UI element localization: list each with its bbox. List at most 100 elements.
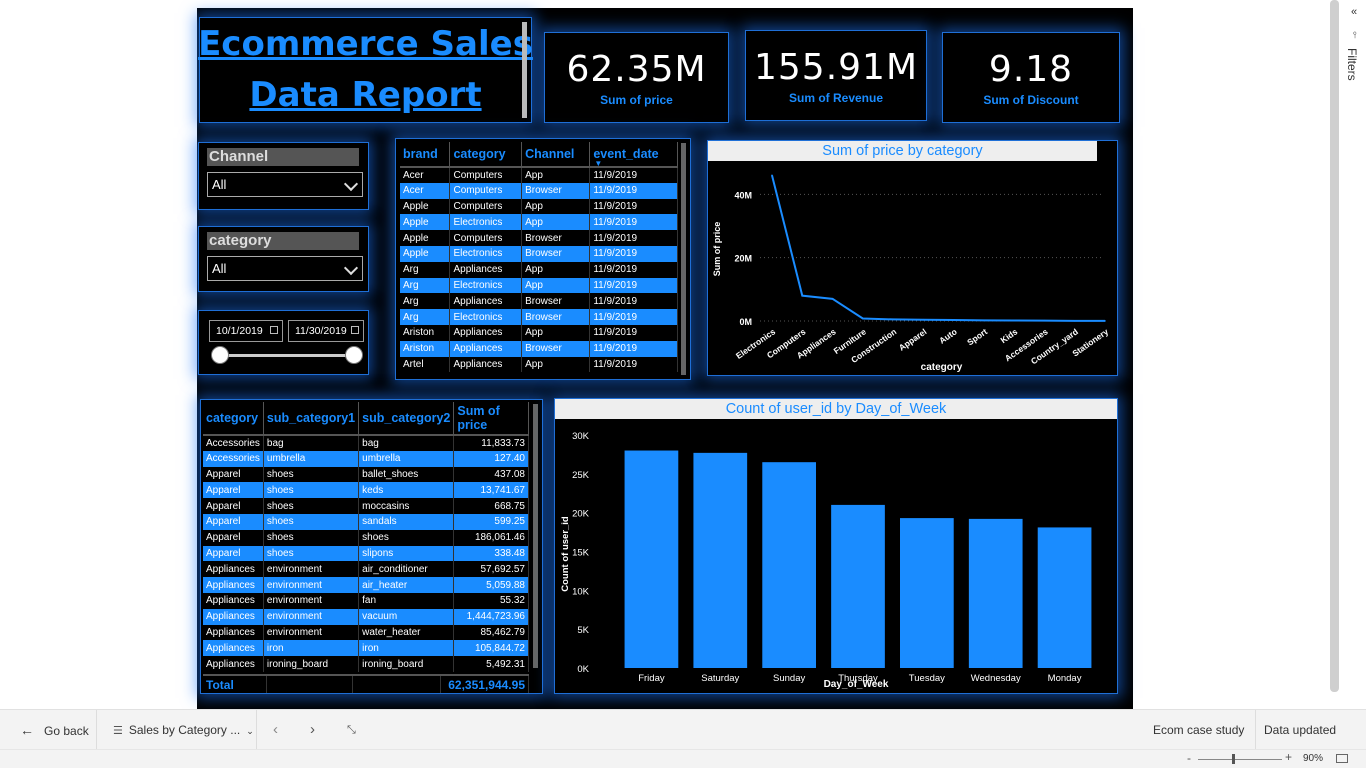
column-header-sum-price[interactable]: Sum of price: [453, 402, 529, 436]
filters-pane-label[interactable]: Filters: [1345, 48, 1359, 81]
x-tick-label: Thursday: [838, 673, 878, 684]
table-cell: Arg: [400, 309, 451, 325]
table-cell: Computers: [449, 198, 523, 215]
x-tick-label: Wednesday: [971, 673, 1021, 684]
table-row[interactable]: Acer Computers Browser 11/9/2019: [400, 182, 678, 199]
table-cell: Apparel: [203, 529, 264, 546]
table-row[interactable]: Apparel shoes ballet_shoes 437.08: [203, 466, 529, 483]
table-row[interactable]: Apparel shoes shoes 186,061.46: [203, 529, 529, 546]
kpi-card-price[interactable]: 62.35M Sum of price: [544, 32, 729, 123]
table-cell: 599.25: [453, 513, 529, 530]
table-row[interactable]: Acer Computers App 11/9/2019: [400, 167, 678, 183]
fullscreen-exit-icon[interactable]: ⤡: [347, 724, 356, 736]
y-axis-title: Count of user_id: [560, 516, 571, 592]
table-cell: App: [521, 261, 591, 278]
subcategory-table: category sub_category1 sub_category2 Sum…: [203, 402, 529, 672]
table-row[interactable]: Apple Electronics Browser 11/9/2019: [400, 245, 678, 262]
table-cell: Electronics: [449, 309, 523, 325]
table-row[interactable]: Appliances environment water_heater 85,462.…: [203, 624, 529, 641]
y-axis-title: Sum of price: [712, 222, 722, 277]
table-row[interactable]: Appliances environment air_conditioner 57,6…: [203, 561, 529, 578]
x-tick-label: Tuesday: [909, 673, 945, 684]
table-row[interactable]: Arg Appliances App 11/9/2019: [400, 261, 678, 278]
table-row[interactable]: Arg Appliances Browser 11/9/2019: [400, 293, 678, 310]
bar: [900, 518, 954, 668]
category-dropdown[interactable]: All: [207, 256, 363, 281]
table-row[interactable]: Appliances environment air_heater 5,059.88: [203, 577, 529, 593]
table-cell: 11/9/2019: [589, 309, 678, 325]
channel-dropdown[interactable]: All: [207, 172, 363, 197]
page-selector[interactable]: ☰ Sales by Category ... ⌄: [113, 710, 254, 750]
table-row[interactable]: Apparel shoes keds 13,741.67: [203, 482, 529, 499]
table-cell: 11/9/2019: [589, 340, 678, 357]
table-row[interactable]: Apparel shoes slipons 338.48: [203, 545, 529, 562]
column-header-sub-category1[interactable]: sub_category1: [263, 402, 360, 436]
table-row[interactable]: Ariston Appliances App 11/9/2019: [400, 324, 678, 341]
page-scrollbar[interactable]: [1330, 0, 1339, 692]
column-header-category[interactable]: category: [449, 142, 523, 168]
title-scrollbar[interactable]: [522, 22, 527, 118]
table-cell: Artel: [400, 356, 451, 373]
table-row[interactable]: Apparel shoes moccasins 668.75: [203, 498, 529, 514]
go-back-button[interactable]: ← Go back: [20, 710, 89, 750]
date-end-handle[interactable]: [345, 346, 363, 364]
table-row[interactable]: Accessories bag bag 11,833.73: [203, 435, 529, 451]
table-cell: Arg: [400, 293, 451, 310]
expand-pane-icon[interactable]: «: [1351, 6, 1358, 18]
table-row[interactable]: Accessories umbrella umbrella 127.40: [203, 450, 529, 467]
x-tick-label: Sunday: [773, 673, 805, 684]
start-date-value: 10/1/2019: [216, 325, 263, 337]
table-row[interactable]: Apparel shoes sandals 599.25: [203, 513, 529, 530]
table-cell: Browser: [521, 245, 591, 262]
table-cell: 11/9/2019: [589, 261, 678, 278]
table-row[interactable]: Appliances ironing_board ironing_board 5,49…: [203, 656, 529, 672]
table-cell: fan: [358, 592, 455, 609]
column-header-sub-category2[interactable]: sub_category2: [358, 402, 455, 436]
total-value: 62,351,944.95: [440, 675, 529, 693]
data-point: [983, 319, 985, 322]
kpi-value: 62.35M: [566, 48, 707, 90]
table-row[interactable]: Apple Computers Browser 11/9/2019: [400, 230, 678, 246]
table-cell: environment: [263, 608, 360, 625]
start-date-input[interactable]: 10/1/2019: [209, 320, 283, 342]
table-cell: environment: [263, 624, 360, 641]
data-point: [1013, 319, 1015, 322]
next-page-icon[interactable]: ›: [310, 721, 315, 738]
column-header-event-date[interactable]: event_date ▼: [589, 142, 678, 168]
table-row[interactable]: Ariston Appliances Browser 11/9/2019: [400, 340, 678, 357]
zoom-slider-track[interactable]: [1198, 759, 1282, 760]
table-cell: 11/9/2019: [589, 198, 678, 215]
table-row[interactable]: Apple Electronics App 11/9/2019: [400, 214, 678, 231]
table-cell: Browser: [521, 340, 591, 357]
table-cell: 11/9/2019: [589, 230, 678, 246]
date-start-handle[interactable]: [211, 346, 229, 364]
zoom-in-icon[interactable]: +: [1285, 750, 1293, 764]
table-row[interactable]: Appliances environment vacuum 1,444,723.96: [203, 608, 529, 625]
zoom-out-icon[interactable]: -: [1187, 751, 1191, 765]
table-cell: Apparel: [203, 466, 264, 483]
kpi-card-revenue[interactable]: 155.91M Sum of Revenue: [745, 30, 927, 121]
column-header-category[interactable]: category: [203, 402, 264, 436]
end-date-input[interactable]: 11/30/2019: [288, 320, 364, 342]
y-tick-label: 40M: [734, 190, 752, 200]
fit-to-page-icon[interactable]: [1336, 754, 1348, 763]
y-tick-label: 0M: [739, 317, 752, 327]
zoom-slider-thumb[interactable]: [1232, 754, 1235, 764]
table-row[interactable]: Artel Appliances App 11/9/2019: [400, 356, 678, 373]
price-by-category-chart: Sum of price by category 0M 20M 40M Electro…: [707, 140, 1118, 376]
table-row[interactable]: Arg Electronics App 11/9/2019: [400, 277, 678, 294]
event-table-scrollbar[interactable]: [681, 143, 686, 375]
prev-page-icon[interactable]: ‹: [273, 721, 278, 738]
x-tick-label: Apparel: [897, 326, 929, 352]
kpi-card-discount[interactable]: 9.18 Sum of Discount: [942, 32, 1120, 123]
table-row[interactable]: Apple Computers App 11/9/2019: [400, 198, 678, 215]
column-header-brand[interactable]: brand: [400, 142, 451, 168]
table-row[interactable]: Appliances iron iron 105,844.72: [203, 640, 529, 657]
column-header-channel[interactable]: Channel: [521, 142, 591, 168]
table-row[interactable]: Arg Electronics Browser 11/9/2019: [400, 309, 678, 325]
subcategory-table-scrollbar[interactable]: [533, 404, 538, 668]
chevron-down-icon: [343, 260, 359, 276]
table-row[interactable]: Appliances environment fan 55.32: [203, 592, 529, 609]
table-cell: Appliances: [449, 324, 523, 341]
